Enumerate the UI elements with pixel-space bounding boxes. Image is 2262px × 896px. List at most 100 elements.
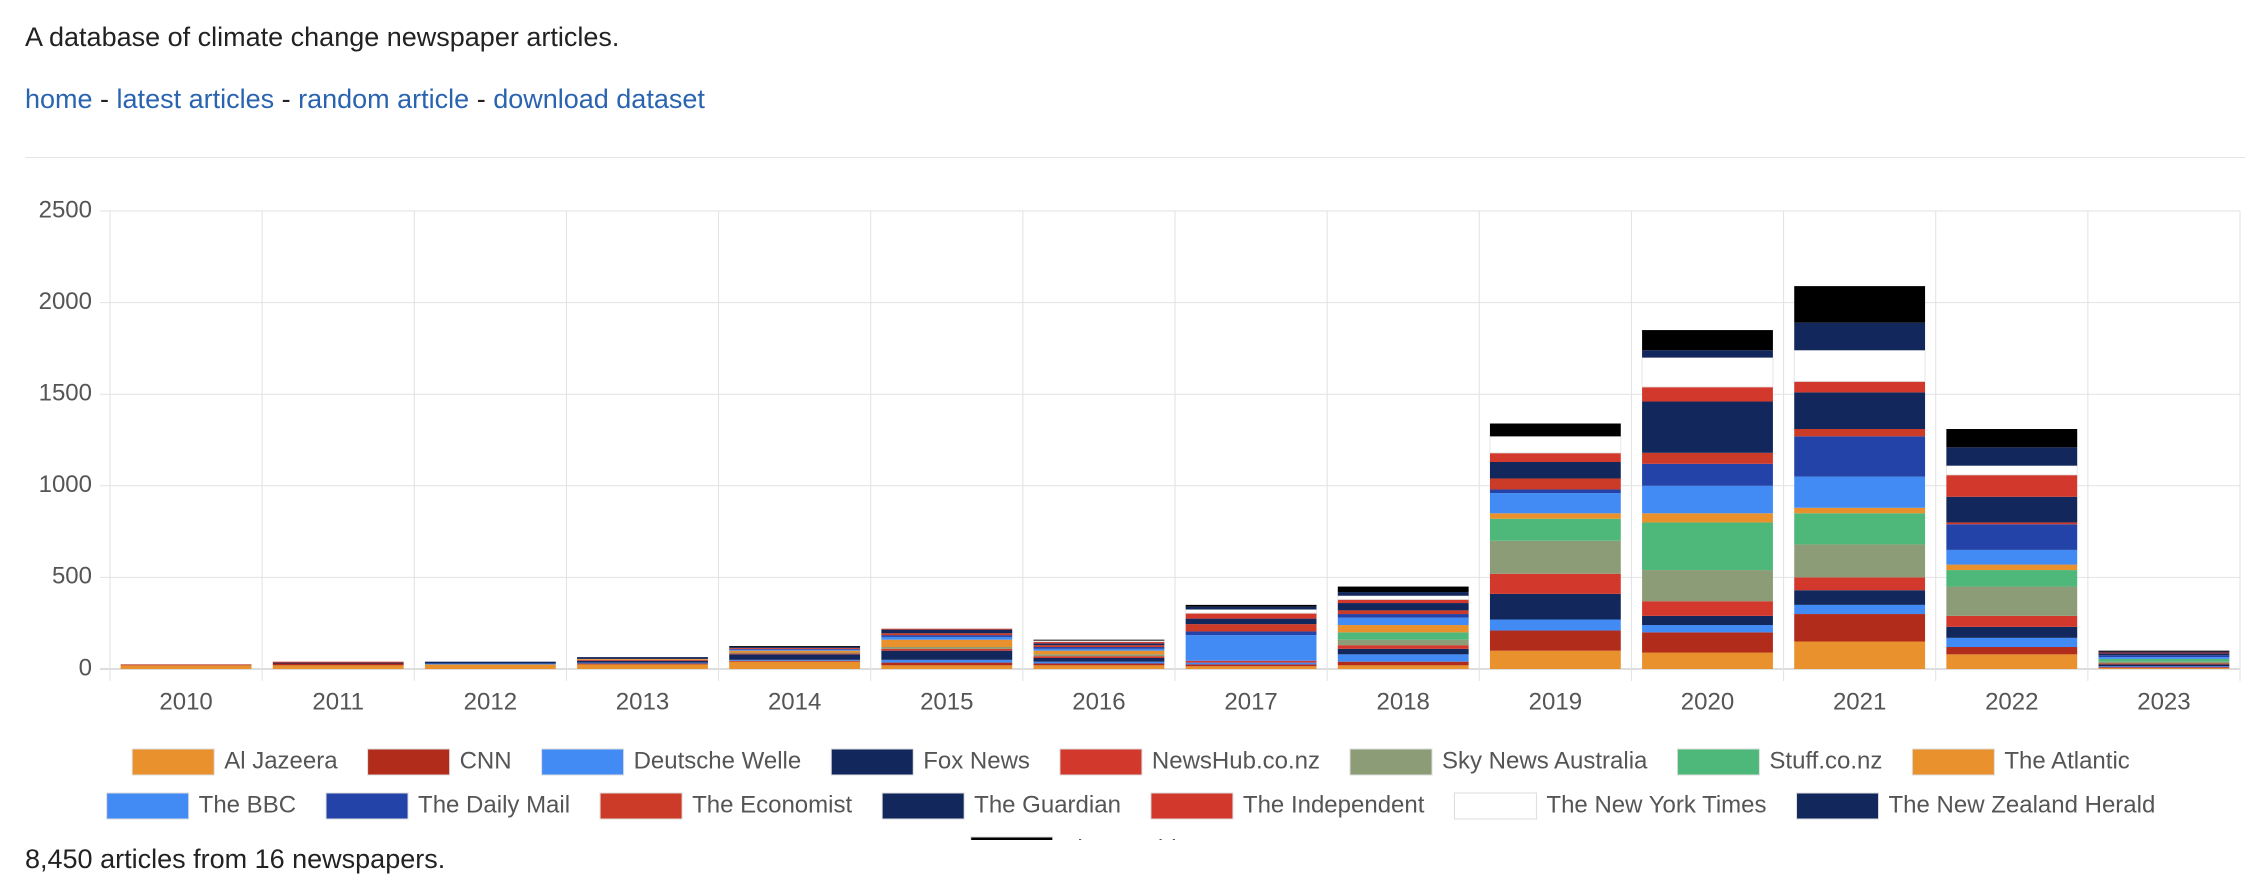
x-tick-label: 2011 <box>312 688 364 715</box>
bar-segment <box>1642 330 1773 351</box>
bar-segment <box>1642 452 1773 464</box>
bar-segment <box>729 661 861 669</box>
bar-segment <box>1794 641 1926 669</box>
legend-swatch <box>881 792 965 820</box>
bar-segment <box>1489 630 1621 651</box>
bar-segment <box>1794 604 1926 615</box>
nav-link[interactable]: download dataset <box>493 84 705 114</box>
legend-item[interactable]: Al Jazeera <box>131 747 338 776</box>
legend-item[interactable]: Deutsche Welle <box>541 747 802 776</box>
bar-segment <box>1337 617 1469 626</box>
legend-item[interactable]: Fox News <box>830 747 1030 776</box>
bar-segment <box>1489 518 1621 541</box>
bar-segment <box>1489 593 1621 620</box>
bar-segment <box>1489 540 1621 574</box>
bar-segment <box>577 657 708 659</box>
legend-item[interactable]: NewsHub.co.nz <box>1059 747 1320 776</box>
nav-link[interactable]: latest articles <box>116 84 275 114</box>
bar-segment <box>729 649 861 651</box>
x-tick-label: 2012 <box>464 688 517 715</box>
bar-segment <box>729 647 861 649</box>
nav-link[interactable]: random article <box>298 84 470 114</box>
bar-segment <box>2098 661 2230 664</box>
legend-item[interactable]: The Daily Mail <box>325 791 570 820</box>
legend-swatch <box>1150 792 1234 820</box>
bar-segment <box>272 663 404 666</box>
bar-segment <box>1337 654 1469 662</box>
bar-segment <box>881 662 1013 666</box>
legend-swatch <box>106 792 190 820</box>
legend-item[interactable]: The Economist <box>599 791 852 820</box>
legend-swatch <box>1059 748 1143 776</box>
bar-segment <box>1033 640 1165 643</box>
bar-segment <box>881 648 1013 651</box>
x-tick-label: 2021 <box>1833 688 1886 715</box>
bar-segment <box>729 650 861 653</box>
bar-segment <box>1794 590 1926 605</box>
nav-link[interactable]: home <box>25 84 93 114</box>
bar-segment <box>1794 513 1926 545</box>
bar-segment <box>1337 614 1469 618</box>
x-tick-label: 2019 <box>1529 688 1582 715</box>
legend-item[interactable]: The BBC <box>106 791 296 820</box>
bar-segment <box>729 654 861 660</box>
legend-label: The Washington Post <box>1063 835 1292 840</box>
x-tick-label: 2016 <box>1072 688 1125 715</box>
bar-segment <box>1337 599 1469 604</box>
x-tick-label: 2014 <box>768 688 821 715</box>
bar-segment <box>1337 592 1469 596</box>
legend-item[interactable]: Sky News Australia <box>1349 747 1648 776</box>
bar-segment <box>1489 650 1621 669</box>
y-tick-label: 1500 <box>39 380 92 407</box>
bar-segment <box>2098 651 2230 653</box>
legend-label: The New Zealand Herald <box>1889 791 2156 818</box>
legend-label: Deutsche Welle <box>634 747 802 774</box>
legend-item[interactable]: The Guardian <box>881 791 1121 820</box>
bar-segment <box>1642 350 1773 358</box>
separator: - <box>92 84 117 114</box>
bar-segment <box>577 664 708 669</box>
legend-item[interactable]: The Independent <box>1150 791 1425 820</box>
bar-segment <box>1642 463 1773 486</box>
bar-segment <box>1033 639 1165 641</box>
bar-segment <box>1337 661 1469 666</box>
legend-item[interactable]: The New Zealand Herald <box>1796 791 2156 820</box>
bar-segment <box>1794 429 1926 437</box>
bar-segment <box>1033 650 1165 655</box>
bar-segment <box>1033 663 1165 666</box>
bar-segment <box>1642 615 1773 626</box>
bar-segment <box>424 663 556 665</box>
bar-segment <box>1946 524 2078 550</box>
bar-segment <box>2098 658 2230 662</box>
bar-segment <box>1946 522 2078 525</box>
bar-segment <box>2098 666 2230 668</box>
bar-segment <box>1794 286 1926 323</box>
bar-segment <box>2098 668 2230 669</box>
bar-segment <box>1033 654 1165 657</box>
bar-segment <box>2098 663 2230 665</box>
bar-segment <box>1642 652 1773 669</box>
bar-segment <box>1946 570 2078 587</box>
bar-segment <box>881 628 1013 630</box>
bar-segment <box>729 660 861 662</box>
legend-label: Stuff.co.nz <box>1769 747 1882 774</box>
bar-segment <box>729 653 861 655</box>
bar-segment <box>1642 601 1773 616</box>
bar-segment <box>881 636 1013 640</box>
bar-segment <box>1185 613 1317 619</box>
legend-item[interactable]: The New York Times <box>1453 791 1767 820</box>
footer: 8,450 articles from 16 newspapers. <box>25 844 446 874</box>
bar-segment <box>1946 647 2078 655</box>
bar-segment <box>1946 549 2078 565</box>
legend-item[interactable]: The Washington Post <box>970 835 1292 840</box>
x-tick-label: 2015 <box>920 688 973 715</box>
bar-segment <box>729 648 861 650</box>
bar-segment <box>2098 667 2230 669</box>
bar-segment <box>1185 631 1317 636</box>
legend-item[interactable]: The Atlantic <box>1911 747 2130 776</box>
bar-segment <box>1946 637 2078 648</box>
bar-segment <box>1337 625 1469 633</box>
legend-item[interactable]: Stuff.co.nz <box>1676 747 1882 776</box>
legend-item[interactable]: CNN <box>367 747 512 776</box>
